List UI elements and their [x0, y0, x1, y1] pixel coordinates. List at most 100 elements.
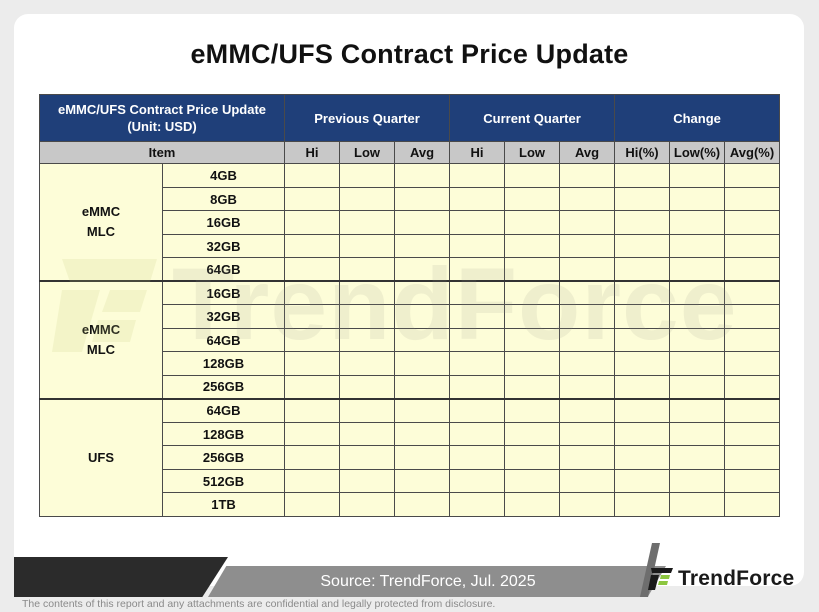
price-cell	[724, 233, 781, 259]
price-cell	[394, 445, 451, 470]
footer-source-band	[208, 566, 666, 597]
price-cell	[449, 233, 506, 259]
price-cell	[614, 374, 671, 400]
price-cell	[559, 351, 616, 376]
price-table: eMMC/UFS Contract Price Update (Unit: US…	[38, 93, 781, 517]
price-cell	[504, 233, 561, 259]
price-cell	[614, 304, 671, 329]
price-cell	[449, 445, 506, 470]
price-cell	[614, 492, 671, 517]
price-cell	[339, 327, 396, 353]
price-cell	[394, 163, 451, 188]
price-cell	[449, 374, 506, 400]
price-cell	[394, 327, 451, 353]
price-cell	[284, 327, 341, 353]
section-label-line: MLC	[86, 342, 116, 358]
capacity-label: 256GB	[161, 445, 286, 470]
price-cell	[394, 186, 451, 212]
price-cell	[284, 351, 341, 376]
price-cell	[504, 210, 561, 235]
column-header: Low(%)	[669, 141, 726, 165]
price-cell	[339, 186, 396, 212]
price-cell	[339, 233, 396, 259]
price-cell	[559, 468, 616, 494]
price-cell	[559, 397, 616, 423]
price-cell	[724, 280, 781, 306]
trendforce-logo: TrendForce	[648, 564, 794, 594]
capacity-label: 64GB	[161, 327, 286, 353]
price-cell	[669, 327, 726, 353]
capacity-label: 512GB	[161, 468, 286, 494]
price-cell	[669, 397, 726, 423]
capacity-label: 64GB	[161, 397, 286, 423]
column-header: Hi(%)	[614, 141, 671, 165]
price-cell	[669, 257, 726, 282]
price-cell	[449, 257, 506, 282]
capacity-label: 1TB	[161, 492, 286, 517]
price-cell	[614, 163, 671, 188]
price-cell	[394, 280, 451, 306]
price-cell	[559, 210, 616, 235]
column-header: Avg	[559, 141, 616, 165]
price-cell	[614, 397, 671, 423]
column-header: Hi	[449, 141, 506, 165]
price-cell	[724, 327, 781, 353]
price-cell	[724, 186, 781, 212]
price-cell	[504, 421, 561, 447]
group-header-previous-quarter: Previous Quarter	[284, 93, 451, 143]
price-cell	[394, 421, 451, 447]
trendforce-logo-icon	[648, 568, 673, 590]
price-cell	[504, 492, 561, 517]
price-cell	[449, 421, 506, 447]
capacity-label: 16GB	[161, 210, 286, 235]
price-cell	[669, 186, 726, 212]
column-header: Hi	[284, 141, 341, 165]
price-cell	[669, 351, 726, 376]
column-header: Avg	[394, 141, 451, 165]
price-cell	[614, 351, 671, 376]
price-cell	[669, 210, 726, 235]
price-cell	[339, 397, 396, 423]
price-cell	[669, 445, 726, 470]
price-cell	[284, 163, 341, 188]
price-cell	[504, 257, 561, 282]
price-cell	[559, 257, 616, 282]
price-cell	[614, 468, 671, 494]
price-cell	[284, 280, 341, 306]
price-cell	[504, 186, 561, 212]
price-cell	[559, 233, 616, 259]
section-label-line: MLC	[86, 224, 116, 240]
price-cell	[339, 257, 396, 282]
price-cell	[559, 186, 616, 212]
price-cell	[504, 280, 561, 306]
section-label: UFS	[39, 397, 163, 517]
item-header: Item	[38, 141, 286, 165]
price-cell	[724, 374, 781, 400]
table-corner-unit: (Unit: USD)	[127, 119, 197, 135]
price-cell	[284, 421, 341, 447]
price-cell	[724, 210, 781, 235]
capacity-label: 256GB	[161, 374, 286, 400]
price-cell	[339, 280, 396, 306]
price-cell	[724, 397, 781, 423]
price-cell	[394, 210, 451, 235]
price-cell	[724, 351, 781, 376]
price-cell	[339, 374, 396, 400]
table-corner-header: eMMC/UFS Contract Price Update (Unit: US…	[38, 93, 286, 143]
price-cell	[284, 210, 341, 235]
price-cell	[504, 304, 561, 329]
price-cell	[449, 304, 506, 329]
price-cell	[614, 445, 671, 470]
logo-text: TrendForce	[678, 567, 795, 590]
section-label: eMMC MLC	[39, 163, 163, 282]
price-cell	[504, 374, 561, 400]
price-cell	[669, 421, 726, 447]
price-cell	[394, 257, 451, 282]
section-label-line: eMMC	[81, 204, 121, 220]
price-cell	[394, 233, 451, 259]
price-cell	[284, 257, 341, 282]
price-cell	[394, 304, 451, 329]
price-cell	[449, 163, 506, 188]
capacity-label: 16GB	[161, 280, 286, 306]
price-cell	[449, 468, 506, 494]
